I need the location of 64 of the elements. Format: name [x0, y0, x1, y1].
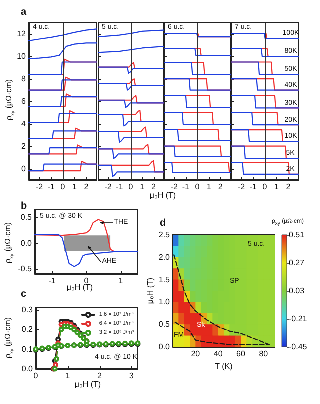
y-tick-label: 0.0: [22, 364, 34, 374]
y-tick-label: 12: [17, 30, 27, 39]
x-tick-label: 2: [84, 182, 90, 192]
x-tick-label: -2: [170, 182, 178, 192]
x-tick-label: -1: [48, 276, 56, 286]
x-tick-label: 1: [206, 182, 212, 192]
x-tick-label: 0: [60, 182, 66, 192]
y-tick-label: 1.0: [158, 298, 171, 307]
y-tick-label: 0.5: [20, 213, 33, 222]
x-tick-label: 20: [191, 350, 201, 358]
color-bar-label: 0.27: [289, 258, 306, 268]
y-tick-label: 0: [22, 164, 27, 174]
y-tick-label: -0.5: [18, 264, 33, 274]
x-tick-label: -1: [250, 182, 258, 192]
text: a: [21, 7, 27, 18]
y-tick-label: 0.3: [22, 305, 34, 314]
x-tick-label: 2: [152, 182, 157, 192]
x-tick-label: 1: [72, 182, 78, 192]
y-tick-label: 6: [22, 97, 27, 106]
x-tick-label: 40: [214, 350, 224, 358]
x-tick-label: -1: [48, 182, 56, 192]
color-bar-label: 0.03: [289, 286, 306, 296]
x-tick-label: -1: [182, 182, 190, 192]
x-tick-label: 0: [262, 182, 268, 192]
text: b: [21, 201, 28, 212]
x-axis-title: μ₀H (T): [66, 283, 94, 292]
x-tick-label: -2: [36, 182, 44, 192]
y-tick-label: 0.5: [158, 320, 171, 330]
x-tick-label: 2: [286, 182, 292, 192]
x-tick-label: 60: [236, 350, 246, 358]
y-tick-label: 0.0: [158, 342, 171, 352]
x-tick-label: 80: [259, 350, 269, 358]
y-tick-label: 1.5: [158, 275, 171, 284]
y-tick-label: 2: [22, 142, 27, 151]
x-tick-label: -1: [116, 182, 124, 192]
x-tick-label: 1: [118, 276, 124, 286]
x-tick-label: 2: [98, 372, 103, 380]
x-axis-title: T (K): [215, 362, 233, 371]
x-tick-label: 1: [274, 182, 280, 192]
y-tick-label: 0.2: [22, 325, 34, 334]
y-tick-label: 4: [22, 119, 27, 128]
y-tick-label: 10: [17, 52, 27, 62]
text: d: [160, 218, 166, 229]
y-tick-label: 2.0: [158, 252, 171, 262]
x-tick-label: 1: [140, 182, 146, 192]
x-tick-label: -2: [238, 182, 246, 192]
color-bar-label: -0.45: [289, 342, 308, 352]
x-tick-label: 3: [129, 372, 134, 380]
x-axis-title: μ₀H (T): [74, 380, 102, 389]
y-tick-label: 8: [22, 74, 27, 84]
color-bar-label: -0.21: [289, 314, 308, 324]
x-tick-label: 0: [195, 182, 200, 192]
text: c: [21, 289, 27, 300]
x-tick-label: 2: [218, 182, 224, 192]
y-axis-title: μ₀H (T): [146, 278, 155, 304]
x-axis-title: μ₀H (T): [150, 191, 176, 200]
x-tick-label: 0: [84, 276, 90, 286]
y-tick-label: 0.1: [22, 344, 34, 354]
x-tick-label: 1: [66, 372, 71, 380]
y-tick-label: 2.5: [158, 230, 171, 240]
y-tick-label: 0.0: [20, 238, 33, 248]
x-tick-label: -2: [104, 182, 112, 192]
color-bar-label: 0.51: [289, 230, 306, 240]
x-tick-label: 0: [128, 182, 134, 192]
